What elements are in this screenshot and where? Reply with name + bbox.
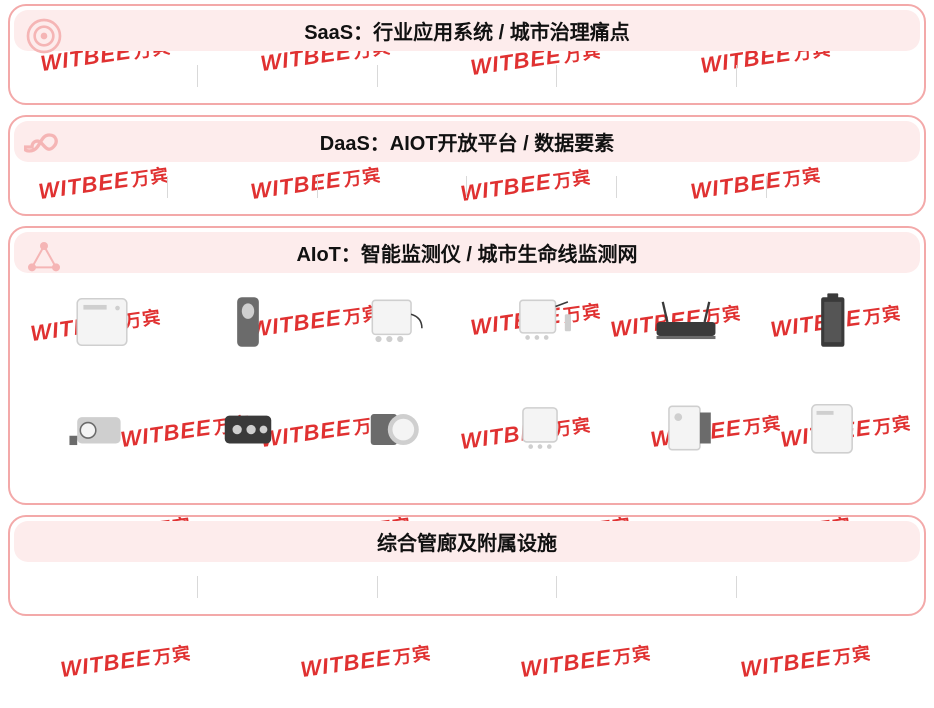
layer-aiot-header: AIoT：智能监测仪 / 城市生命线监测网 bbox=[14, 232, 920, 273]
device-battery bbox=[766, 291, 898, 373]
layer-saas-item bbox=[18, 59, 197, 93]
device-boxunit-icon bbox=[647, 397, 725, 459]
layer-infra-body bbox=[10, 566, 924, 614]
layer-daas-items bbox=[18, 170, 916, 204]
layer-daas-item bbox=[318, 170, 467, 204]
layer-infra-item bbox=[378, 570, 557, 604]
device-dial-icon bbox=[355, 397, 433, 459]
device-panel-icon bbox=[63, 291, 141, 353]
device-control-icon bbox=[209, 397, 287, 459]
device-dial bbox=[328, 397, 460, 479]
layer-daas-item bbox=[467, 170, 616, 204]
device-hub-a-icon bbox=[355, 291, 433, 353]
layer-daas-item bbox=[617, 170, 766, 204]
device-speaker bbox=[182, 291, 314, 373]
layer-infra-item bbox=[18, 570, 197, 604]
device-hub-a bbox=[328, 291, 460, 373]
layer-title: SaaS：行业应用系统 / 城市治理痛点 bbox=[304, 22, 630, 44]
layer-infra-item bbox=[737, 570, 916, 604]
aiot-device-grid bbox=[18, 281, 916, 493]
layer-daas-item bbox=[767, 170, 916, 204]
device-battery-icon bbox=[793, 291, 871, 353]
device-camera bbox=[36, 397, 168, 479]
layer-infra-item bbox=[198, 570, 377, 604]
target-icon bbox=[24, 16, 64, 56]
device-sensor bbox=[474, 397, 606, 479]
device-sensor-icon bbox=[501, 397, 579, 459]
device-boxunit bbox=[620, 397, 752, 479]
layer-saas-header: SaaS：行业应用系统 / 城市治理痛点 bbox=[14, 10, 920, 51]
layer-infra-items bbox=[18, 570, 916, 604]
layer-saas-body bbox=[10, 55, 924, 103]
layer-saas-item bbox=[557, 59, 736, 93]
layer-aiot-body bbox=[10, 277, 924, 503]
layer-daas-item bbox=[18, 170, 167, 204]
layer-daas-body bbox=[10, 166, 924, 214]
layer-daas-header: DaaS：AIOT开放平台 / 数据要素 bbox=[14, 121, 920, 162]
layer-saas-items bbox=[18, 59, 916, 93]
device-hub-b bbox=[474, 291, 606, 373]
layer-infra-item bbox=[557, 570, 736, 604]
mesh-icon bbox=[24, 238, 64, 278]
layer-title: 综合管廊及附属设施 bbox=[377, 533, 557, 555]
device-panel bbox=[36, 291, 168, 373]
device-tablet bbox=[766, 397, 898, 479]
device-hub-b-icon bbox=[501, 291, 579, 353]
device-camera-icon bbox=[63, 397, 141, 459]
device-tablet-icon bbox=[793, 397, 871, 459]
layer-title: AIoT：智能监测仪 / 城市生命线监测网 bbox=[296, 244, 637, 266]
layer-saas-item bbox=[378, 59, 557, 93]
layer-aiot: AIoT：智能监测仪 / 城市生命线监测网 bbox=[8, 226, 926, 505]
layer-daas-item bbox=[168, 170, 317, 204]
architecture-stack: SaaS：行业应用系统 / 城市治理痛点 DaaS：AIOT开放平台 / 数据要素… bbox=[8, 4, 926, 616]
layer-saas-item bbox=[198, 59, 377, 93]
layer-saas: SaaS：行业应用系统 / 城市治理痛点 bbox=[8, 4, 926, 105]
layer-daas: DaaS：AIOT开放平台 / 数据要素 bbox=[8, 115, 926, 216]
layer-saas-item bbox=[737, 59, 916, 93]
device-router-icon bbox=[647, 291, 725, 353]
infinity-icon bbox=[24, 127, 64, 167]
device-control bbox=[182, 397, 314, 479]
device-router bbox=[620, 291, 752, 373]
device-speaker-icon bbox=[209, 291, 287, 353]
layer-infra: 综合管廊及附属设施 bbox=[8, 515, 926, 616]
layer-title: DaaS：AIOT开放平台 / 数据要素 bbox=[320, 133, 614, 155]
layer-infra-header: 综合管廊及附属设施 bbox=[14, 521, 920, 562]
